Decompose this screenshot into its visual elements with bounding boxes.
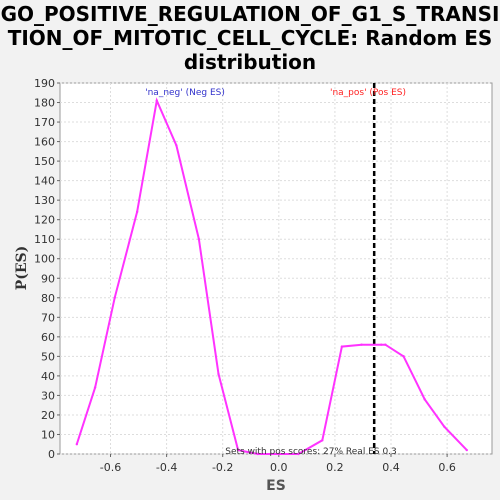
pos-label: 'na_pos' (Pos ES) [330, 88, 406, 98]
data-point [236, 448, 240, 452]
data-point [297, 452, 300, 456]
data-point [379, 343, 383, 346]
data-point [277, 452, 281, 456]
x-tick-label: -0.6 [100, 461, 121, 474]
chart-title: GO_POSITIVE_REGULATION_OF_G1_S_TRANSI TI… [0, 2, 500, 74]
x-tick-label: -0.4 [156, 461, 177, 474]
y-tick-label: 20 [41, 409, 55, 422]
y-axis-label: P(ES) [14, 246, 30, 291]
data-point [197, 238, 201, 241]
data-point [384, 343, 387, 346]
y-tick-label: 110 [34, 233, 55, 246]
y-tick-label: 50 [41, 350, 55, 363]
y-tick-label: 90 [41, 272, 55, 285]
data-point [443, 425, 446, 428]
series-layer [75, 97, 468, 456]
x-tick-label: 0.2 [326, 461, 344, 474]
y-tick-label: 60 [41, 331, 55, 344]
data-point [75, 443, 79, 446]
y-tick-label: 80 [41, 292, 55, 305]
data-point [135, 210, 139, 214]
data-point [402, 355, 405, 358]
y-tick-label: 70 [41, 311, 55, 324]
y-tick-label: 130 [34, 194, 55, 207]
y-tick-label: 30 [41, 389, 55, 402]
y-tick-label: 140 [34, 175, 55, 188]
y-tick-label: 150 [34, 155, 55, 168]
footer-note: Sets with pos scores: 27% Real ES 0.3 [225, 447, 397, 457]
x-tick-label: 0.0 [270, 461, 288, 474]
y-tick-label: 100 [34, 253, 55, 266]
y-tick-label: 160 [34, 136, 55, 149]
x-tick-label: -0.2 [212, 461, 233, 474]
data-point [93, 386, 97, 389]
plot-area [59, 82, 493, 455]
x-axis-label: ES [266, 478, 286, 494]
data-point [340, 345, 344, 348]
data-point [217, 372, 220, 376]
data-point [321, 439, 324, 442]
y-tick-label: 40 [41, 370, 55, 383]
y-tick-label: 10 [41, 428, 55, 441]
x-tick-label: 0.6 [438, 461, 456, 474]
data-point [360, 343, 363, 346]
data-point [113, 296, 116, 299]
x-tick-label: 0.4 [382, 461, 400, 474]
data-point [465, 448, 468, 452]
data-point [256, 452, 259, 456]
y-tick-label: 170 [34, 116, 55, 129]
y-tick-label: 120 [34, 214, 55, 227]
data-point [423, 398, 426, 401]
data-point [155, 99, 158, 102]
neg-label: 'na_neg' (Neg ES) [145, 88, 225, 98]
y-tick-label: 190 [34, 77, 55, 90]
data-point [175, 144, 178, 147]
y-tick-label: 180 [34, 97, 55, 110]
y-tick-label: 0 [48, 448, 55, 461]
axis-ticks: 0 10 20 30 40 50 60 70 80 90 100 110 120 130 140 150 160… [34, 77, 456, 474]
